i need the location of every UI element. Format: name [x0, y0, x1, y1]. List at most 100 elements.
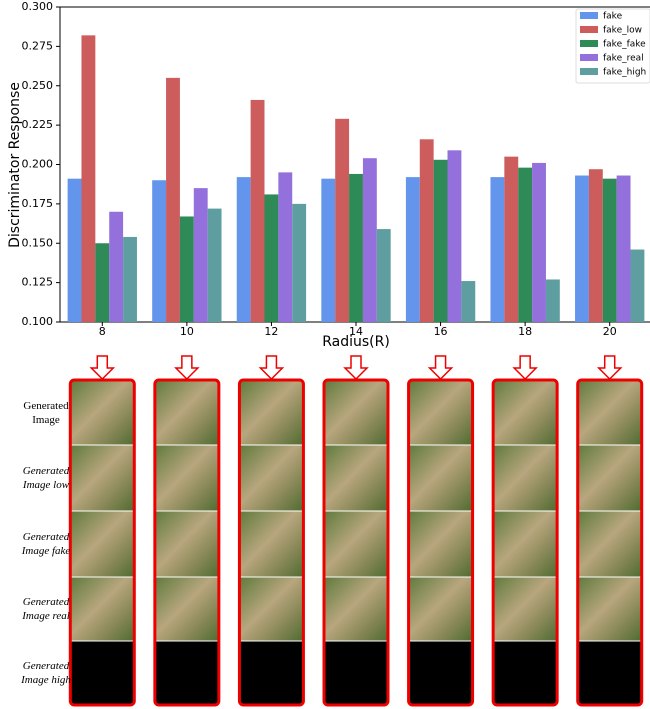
image-tile — [578, 445, 642, 511]
image-tile — [155, 641, 219, 705]
bar — [349, 174, 363, 322]
x-tick-label: 10 — [180, 325, 194, 338]
bar — [264, 194, 278, 322]
bar — [617, 176, 631, 322]
bar — [208, 209, 222, 322]
bar — [546, 279, 560, 322]
bar — [321, 179, 335, 322]
row-label: Generated Image — [11, 399, 81, 427]
bar — [81, 35, 95, 322]
image-tile — [155, 511, 219, 577]
row-label: Generated Image low — [11, 464, 81, 492]
bar — [448, 150, 462, 322]
bar — [631, 250, 645, 322]
image-tile — [239, 641, 303, 705]
bar — [180, 216, 194, 322]
y-tick-label: 0.250 — [22, 79, 54, 92]
legend-swatch — [580, 54, 598, 61]
image-tile — [493, 577, 557, 641]
image-tile — [493, 380, 557, 445]
y-tick-label: 0.275 — [22, 39, 54, 52]
image-tile — [409, 511, 473, 577]
image-tile — [409, 577, 473, 641]
bar — [589, 169, 603, 322]
y-tick-label: 0.300 — [22, 0, 54, 13]
bar — [166, 78, 180, 322]
image-tile — [239, 380, 303, 445]
arrow — [91, 356, 113, 379]
bar — [335, 119, 349, 322]
legend-swatch — [580, 40, 598, 47]
image-tile — [324, 641, 388, 705]
bar — [152, 180, 166, 322]
legend-label: fake — [603, 12, 623, 22]
bar — [377, 229, 391, 322]
y-tick-label: 0.175 — [22, 197, 54, 210]
image-tile — [578, 577, 642, 641]
image-tile — [324, 577, 388, 641]
x-tick-label: 16 — [434, 325, 448, 338]
y-tick-label: 0.125 — [22, 276, 54, 289]
bar — [109, 212, 123, 322]
page: Radius(R) Discriminator Response 0.1000.… — [0, 0, 650, 709]
image-tile — [155, 380, 219, 445]
bar — [194, 188, 208, 322]
y-tick-label: 0.150 — [22, 236, 54, 249]
image-tile — [324, 511, 388, 577]
legend-label: fake_low — [603, 26, 642, 36]
x-tick-label: 12 — [264, 325, 278, 338]
bar — [461, 281, 475, 322]
arrow — [260, 356, 282, 379]
legend-swatch — [580, 26, 598, 33]
image-tile — [578, 641, 642, 705]
bar — [251, 100, 265, 322]
bar — [292, 204, 306, 322]
bar — [603, 179, 617, 322]
bar — [420, 139, 434, 322]
legend-label: fake_fake — [603, 40, 646, 50]
x-tick-label: 18 — [518, 325, 532, 338]
x-tick-label: 8 — [99, 325, 106, 338]
chart: Radius(R) Discriminator Response 0.1000.… — [0, 0, 650, 709]
image-tile — [578, 511, 642, 577]
row-label: Generated Image high — [11, 659, 81, 687]
image-tile — [239, 511, 303, 577]
image-tile — [155, 445, 219, 511]
legend-label: fake_high — [603, 68, 646, 78]
legend-swatch — [580, 68, 598, 75]
arrow — [599, 356, 621, 379]
image-tile — [493, 641, 557, 705]
image-tile — [239, 445, 303, 511]
bar — [363, 158, 377, 322]
bar — [123, 237, 137, 322]
x-tick-label: 20 — [603, 325, 617, 338]
arrow — [176, 356, 198, 379]
bar — [68, 179, 82, 322]
bar — [278, 172, 292, 322]
bar — [575, 176, 589, 322]
bar — [504, 157, 518, 322]
bar — [532, 163, 546, 322]
image-tile — [409, 641, 473, 705]
image-tile — [239, 577, 303, 641]
image-tile — [409, 380, 473, 445]
bar — [237, 177, 251, 322]
y-tick-label: 0.100 — [22, 315, 54, 328]
y-tick-label: 0.200 — [22, 158, 54, 171]
legend-label: fake_real — [603, 54, 644, 64]
y-tick-label: 0.225 — [22, 118, 54, 131]
row-label: Generated Image real — [11, 595, 81, 623]
x-tick-label: 14 — [349, 325, 363, 338]
arrow — [430, 356, 452, 379]
bar — [490, 177, 504, 322]
image-tile — [578, 380, 642, 445]
image-tile — [324, 445, 388, 511]
row-label: Generated Image fake — [11, 530, 81, 558]
image-tile — [493, 511, 557, 577]
bar — [95, 243, 109, 322]
image-tile — [155, 577, 219, 641]
image-tile — [324, 380, 388, 445]
bar — [434, 160, 448, 322]
arrow — [514, 356, 536, 379]
arrow — [345, 356, 367, 379]
